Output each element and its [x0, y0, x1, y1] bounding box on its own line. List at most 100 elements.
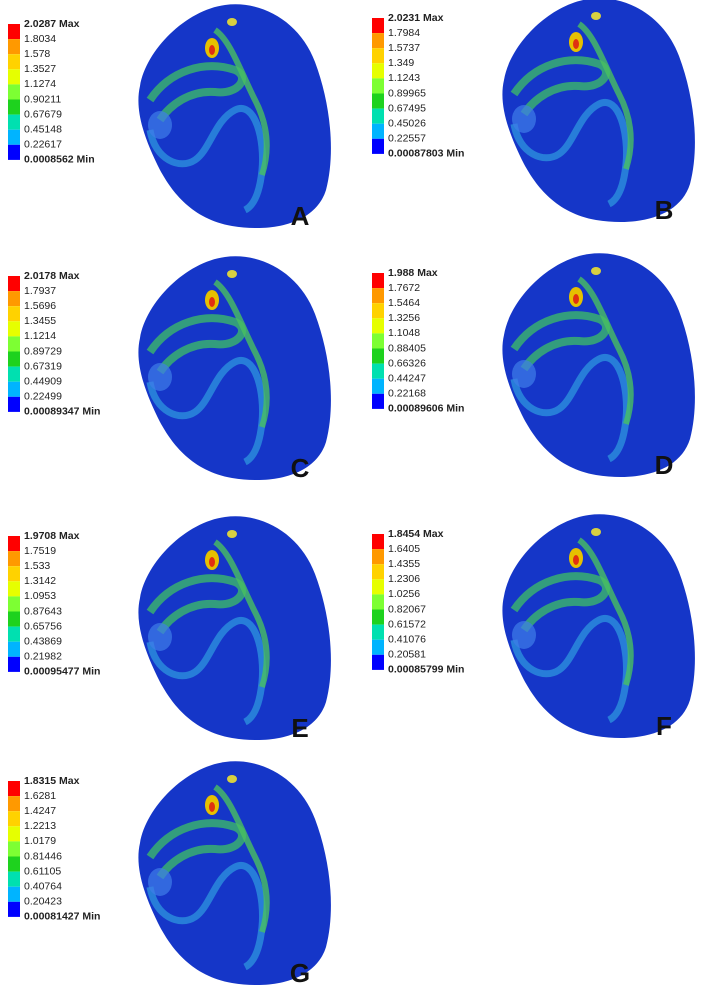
legend-swatch	[372, 318, 384, 334]
legend-label: 0.20423	[24, 896, 62, 908]
contour-band	[510, 354, 631, 463]
hotspot	[573, 294, 579, 304]
legend-label: 0.22617	[24, 139, 62, 151]
legend-label: 0.67319	[24, 360, 62, 372]
legend-label: 1.1048	[388, 327, 420, 339]
legend-swatch	[372, 138, 384, 154]
low-region	[512, 621, 536, 649]
legend-swatch	[8, 336, 20, 352]
legend-swatch	[372, 123, 384, 139]
legend-label: 0.20581	[388, 649, 426, 661]
contour-band	[213, 784, 270, 933]
legend-swatch	[372, 333, 384, 349]
legend-swatch	[8, 641, 20, 657]
legend-label: 1.1214	[24, 330, 56, 342]
legend-label: 0.89965	[388, 87, 426, 99]
legend-label: 0.65756	[24, 620, 62, 632]
model-shape	[138, 516, 331, 741]
legend-label: 1.5696	[24, 300, 56, 312]
model-shape	[138, 761, 331, 986]
legend-swatch	[8, 144, 20, 160]
hotspot	[591, 267, 601, 275]
panel: 1.8315 Max 1.6281 1.4247 1.2213 1.0179 0.8144…	[8, 761, 331, 988]
legend-swatch	[8, 24, 20, 40]
legend-swatch	[8, 351, 20, 367]
contour-band	[213, 27, 270, 176]
low-region	[148, 363, 172, 391]
legend-swatch	[8, 291, 20, 307]
legend-label: 1.1274	[24, 78, 56, 90]
legend-swatch	[372, 18, 384, 34]
legend-swatch	[8, 276, 20, 292]
legend-swatch	[8, 566, 20, 582]
legend-swatch	[8, 656, 20, 672]
panel-label: D	[655, 450, 674, 480]
legend-label: 1.0256	[388, 588, 420, 600]
legend-swatch	[8, 841, 20, 857]
legend-label: 1.2306	[388, 573, 420, 585]
legend-label: 0.45026	[388, 117, 426, 129]
legend-swatch	[8, 306, 20, 322]
legend-label: 1.0953	[24, 590, 56, 602]
legend-swatch	[8, 551, 20, 567]
legend-label: 0.45148	[24, 123, 62, 135]
legend-label: 0.61105	[24, 865, 61, 877]
legend-label: 0.44909	[24, 375, 62, 387]
contour-band	[577, 537, 634, 686]
panel: 2.0231 Max 1.7984 1.5737 1.349 1.1243 0.89965…	[372, 0, 695, 225]
legend-swatch	[372, 348, 384, 364]
legend-label: 0.43869	[24, 635, 62, 647]
legend-swatch	[372, 108, 384, 124]
panel: 1.9708 Max 1.7519 1.533 1.3142 1.0953 0.87643…	[8, 516, 331, 743]
panel-label: G	[290, 958, 310, 988]
hotspot	[573, 39, 579, 49]
contour-band	[146, 617, 267, 726]
legend-label: 1.8454 Max	[388, 528, 444, 540]
legend-swatch	[8, 381, 20, 397]
contour-band	[146, 819, 246, 880]
legend-swatch	[8, 781, 20, 797]
legend-swatch	[8, 856, 20, 872]
legend-swatch	[372, 33, 384, 49]
legend-label: 1.7672	[388, 282, 420, 294]
legend-label: 0.88405	[388, 342, 426, 354]
legend-label: 1.9708 Max	[24, 530, 80, 542]
legend-label: 1.4355	[388, 558, 420, 570]
legend-swatch	[8, 99, 20, 115]
legend-label: 1.6405	[388, 543, 420, 555]
hotspot	[209, 297, 215, 307]
contour-band	[213, 539, 270, 688]
legend-label: 1.8034	[24, 33, 56, 45]
legend-label: 1.578	[24, 48, 50, 60]
legend-label: 0.00095477 Min	[24, 666, 100, 678]
legend-swatch	[8, 871, 20, 887]
legend-label: 0.22499	[24, 391, 62, 403]
legend-label: 1.4247	[24, 805, 56, 817]
contour-band	[146, 357, 267, 466]
legend-label: 0.22168	[388, 388, 426, 400]
legend-swatch	[8, 396, 20, 412]
legend-label: 1.7937	[24, 285, 56, 297]
legend-swatch	[372, 564, 384, 580]
model-shape	[502, 514, 695, 739]
panel: 1.988 Max 1.7672 1.5464 1.3256 1.1048 0.88405…	[372, 253, 695, 480]
legend-label: 0.22557	[388, 133, 426, 145]
panel-label: F	[656, 711, 672, 741]
hotspot	[209, 557, 215, 567]
legend-label: 1.3256	[388, 312, 420, 324]
legend-label: 1.349	[388, 57, 414, 69]
legend-swatch	[8, 611, 20, 627]
legend-label: 1.5737	[388, 42, 420, 54]
legend-label: 0.21982	[24, 651, 62, 663]
legend-swatch	[8, 536, 20, 552]
legend-label: 0.66326	[388, 357, 426, 369]
legend-label: 1.1243	[388, 72, 420, 84]
legend-swatch	[8, 826, 20, 842]
low-region	[512, 360, 536, 388]
legend-swatch	[372, 48, 384, 64]
legend-label: 0.82067	[388, 603, 426, 615]
legend-swatch	[8, 321, 20, 337]
legend-label: 0.0008562 Min	[24, 154, 95, 166]
contour-band	[510, 99, 631, 208]
hotspot	[591, 12, 601, 20]
